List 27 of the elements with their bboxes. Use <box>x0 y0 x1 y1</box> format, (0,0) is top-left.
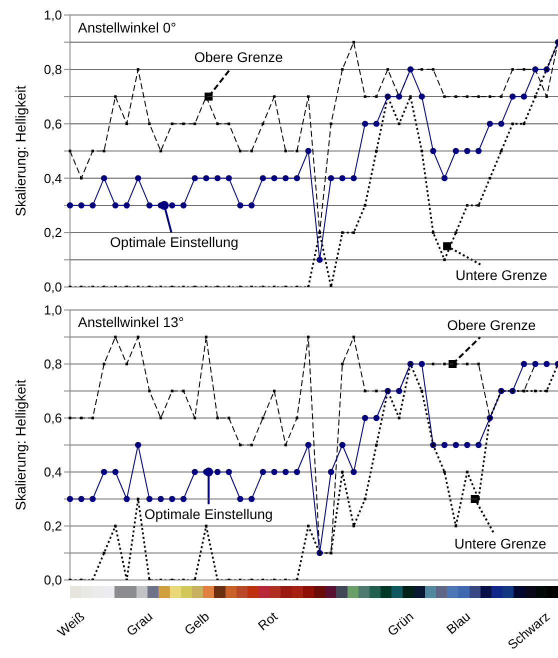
legend-label: Optimale Einstellung <box>110 234 238 250</box>
x-tick-label: Blau <box>444 608 474 638</box>
y-tick-label: 0,4 <box>44 170 62 186</box>
chart-title: Anstellwinkel 13° <box>78 314 184 330</box>
chart-title: Anstellwinkel 0° <box>78 19 176 36</box>
x-tick-label: Gelb <box>181 608 212 638</box>
y-tick-label: 0,4 <box>44 464 62 480</box>
legend-label: Untere Grenze <box>456 266 548 283</box>
y-tick-label: 0,6 <box>44 116 62 132</box>
text: Obere Grenze <box>447 316 536 333</box>
x-tick-label: Rot <box>255 608 280 634</box>
y-tick-label: 0,0 <box>44 572 62 588</box>
y-tick-label: 1,0 <box>44 302 62 318</box>
y-tick-label: 0,0 <box>44 280 62 295</box>
y-tick-label: 0,8 <box>44 62 62 78</box>
x-tick-label: Grau <box>124 608 156 639</box>
y-tick-label: 0,8 <box>44 356 62 372</box>
x-tick-label: Grün <box>384 608 416 639</box>
y-axis-title: Skalierung: Helligkeit <box>12 380 29 510</box>
series-label: Untere Grenze <box>454 536 546 552</box>
y-tick-label: 0,2 <box>44 518 62 534</box>
y-axis-title: Skalierung: Helligkeit <box>12 86 29 216</box>
text: Obere Grenze <box>194 49 284 66</box>
y-tick-label: 0,6 <box>44 410 62 426</box>
y-tick-label: 0,2 <box>44 225 62 240</box>
y-tick-label: 1,0 <box>44 8 62 23</box>
legend-label: Optimale Einstellung <box>144 506 273 522</box>
